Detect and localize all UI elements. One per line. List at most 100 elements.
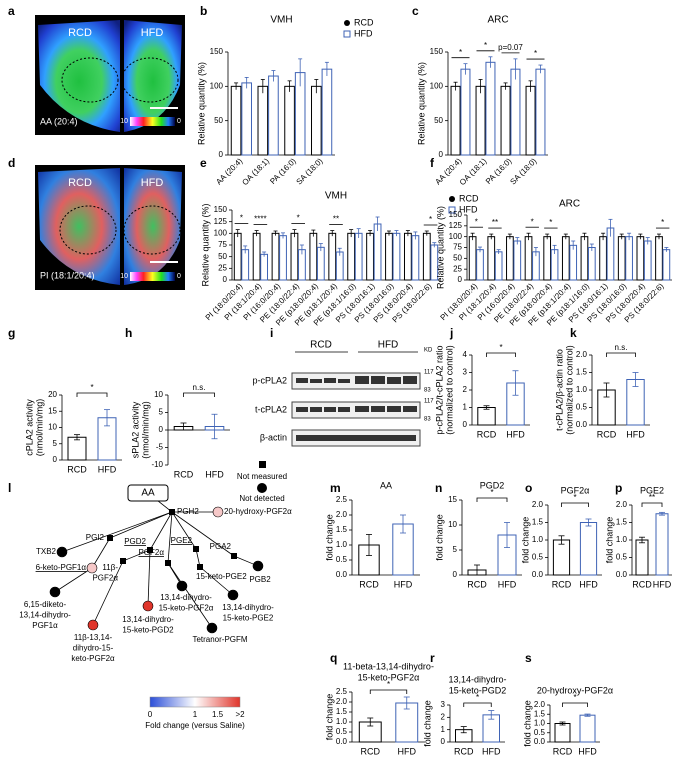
node	[193, 546, 199, 552]
y-tick-label: 2.0	[576, 350, 588, 359]
chart-title: VMH	[270, 15, 292, 26]
bar	[494, 251, 503, 281]
chart-title: ARC	[487, 15, 508, 26]
y-tick-label: 0	[223, 275, 228, 284]
node-label: 11β-	[102, 563, 118, 572]
y-tick-label: 1.0	[616, 535, 628, 544]
y-tick-label: 0.5	[616, 553, 628, 562]
y-tick-label: 2.5	[336, 495, 348, 504]
row-label: t-cPLA2	[255, 404, 287, 414]
legend-key	[449, 196, 455, 202]
annotation: *	[90, 383, 93, 392]
annotation: *	[549, 218, 552, 227]
edge	[122, 549, 151, 562]
y-axis-label: fold change	[434, 514, 444, 561]
node	[165, 560, 171, 566]
x-tick-label: RCD	[632, 579, 652, 589]
chart-title: PGE2	[640, 485, 664, 495]
colorbar-label: 0	[177, 118, 181, 125]
marker: 83	[424, 388, 431, 394]
colorbar-tick: >2	[235, 710, 245, 719]
row-label: p-cPLA2	[252, 375, 287, 385]
legend-label: Not detected	[239, 494, 284, 503]
x-tick-label: OA (18:1)	[240, 156, 271, 187]
edge	[54, 567, 93, 593]
annotation: **	[649, 493, 655, 502]
y-tick-label: 150	[449, 210, 463, 219]
band	[296, 378, 308, 383]
panel-label: l	[8, 481, 11, 495]
y-axis-label: fold change	[520, 517, 530, 564]
annotation: *	[573, 693, 576, 702]
bar	[241, 82, 252, 156]
bar	[67, 436, 87, 461]
band	[403, 376, 417, 384]
annotation: *	[476, 693, 479, 702]
roi	[121, 57, 179, 103]
annotation: n.s.	[193, 383, 206, 392]
y-tick-label: 0.0	[532, 570, 544, 579]
heatmap-d	[35, 165, 185, 290]
bar	[290, 232, 299, 281]
x-tick-label: RCD	[67, 464, 87, 474]
bar	[561, 236, 570, 281]
y-tick-label: 3	[441, 700, 446, 709]
panel-label: k	[570, 326, 577, 340]
y-tick-label: 1.0	[336, 540, 348, 549]
band	[296, 435, 416, 441]
bar	[422, 232, 431, 281]
node-label: Tetranor-PGFM	[192, 635, 247, 644]
node	[227, 589, 239, 601]
sig-bracket	[641, 502, 663, 507]
fold-colorbar	[149, 696, 241, 708]
bar	[655, 513, 669, 576]
chart-title: PGD2	[480, 480, 505, 490]
y-tick-label: 100	[210, 81, 224, 90]
x-tick-label: RCD	[553, 746, 573, 756]
bar	[643, 240, 652, 281]
chart-title: 20-hydroxy-PGF2α	[537, 685, 613, 695]
node-label: dihydro-15-	[73, 644, 114, 653]
y-tick-label: 0.5	[532, 553, 544, 562]
bar	[385, 232, 393, 281]
bar	[476, 249, 484, 281]
y-tick-label: 0.0	[616, 570, 628, 579]
annotation: *	[429, 215, 432, 224]
y-tick-label: 2.5	[336, 687, 348, 696]
band	[371, 406, 385, 412]
band	[310, 379, 322, 383]
x-tick-label: RCD	[174, 469, 194, 479]
y-axis-label: (nmol/min/mg)	[140, 401, 150, 459]
bar	[257, 85, 269, 156]
sig-bracket	[369, 689, 408, 694]
y-tick-label: 0.5	[336, 555, 348, 564]
marker: 83	[424, 417, 431, 423]
y-tick-label: 75	[453, 243, 462, 252]
bar	[662, 249, 671, 281]
y-tick-label: 0	[458, 275, 463, 284]
edge	[109, 511, 173, 539]
bar	[550, 249, 559, 281]
edge	[167, 562, 213, 629]
annotation: n.s.	[615, 343, 628, 352]
y-tick-label: 0	[219, 150, 224, 159]
x-tick-label: HFD	[506, 429, 525, 439]
y-tick-label: 1.5	[532, 518, 544, 527]
y-axis-label: Relative quantity (%)	[435, 206, 445, 289]
annotation: *	[484, 41, 487, 50]
x-tick-label: HFD	[653, 579, 672, 589]
node-label: 20-hydroxy-PGF2α	[224, 507, 292, 516]
y-tick-label: -5	[156, 443, 164, 452]
marker: 117	[424, 370, 434, 376]
y-tick-label: 2.0	[532, 500, 544, 509]
y-tick-label: 100	[449, 232, 463, 241]
bar	[510, 68, 521, 156]
band	[338, 407, 350, 412]
colorbar-title: Fold change (versus Saline)	[145, 721, 245, 730]
y-tick-label: 1.0	[336, 717, 348, 726]
bar	[335, 251, 344, 281]
bar	[579, 714, 596, 743]
node	[56, 546, 68, 558]
bar	[468, 236, 477, 281]
node	[87, 619, 99, 631]
